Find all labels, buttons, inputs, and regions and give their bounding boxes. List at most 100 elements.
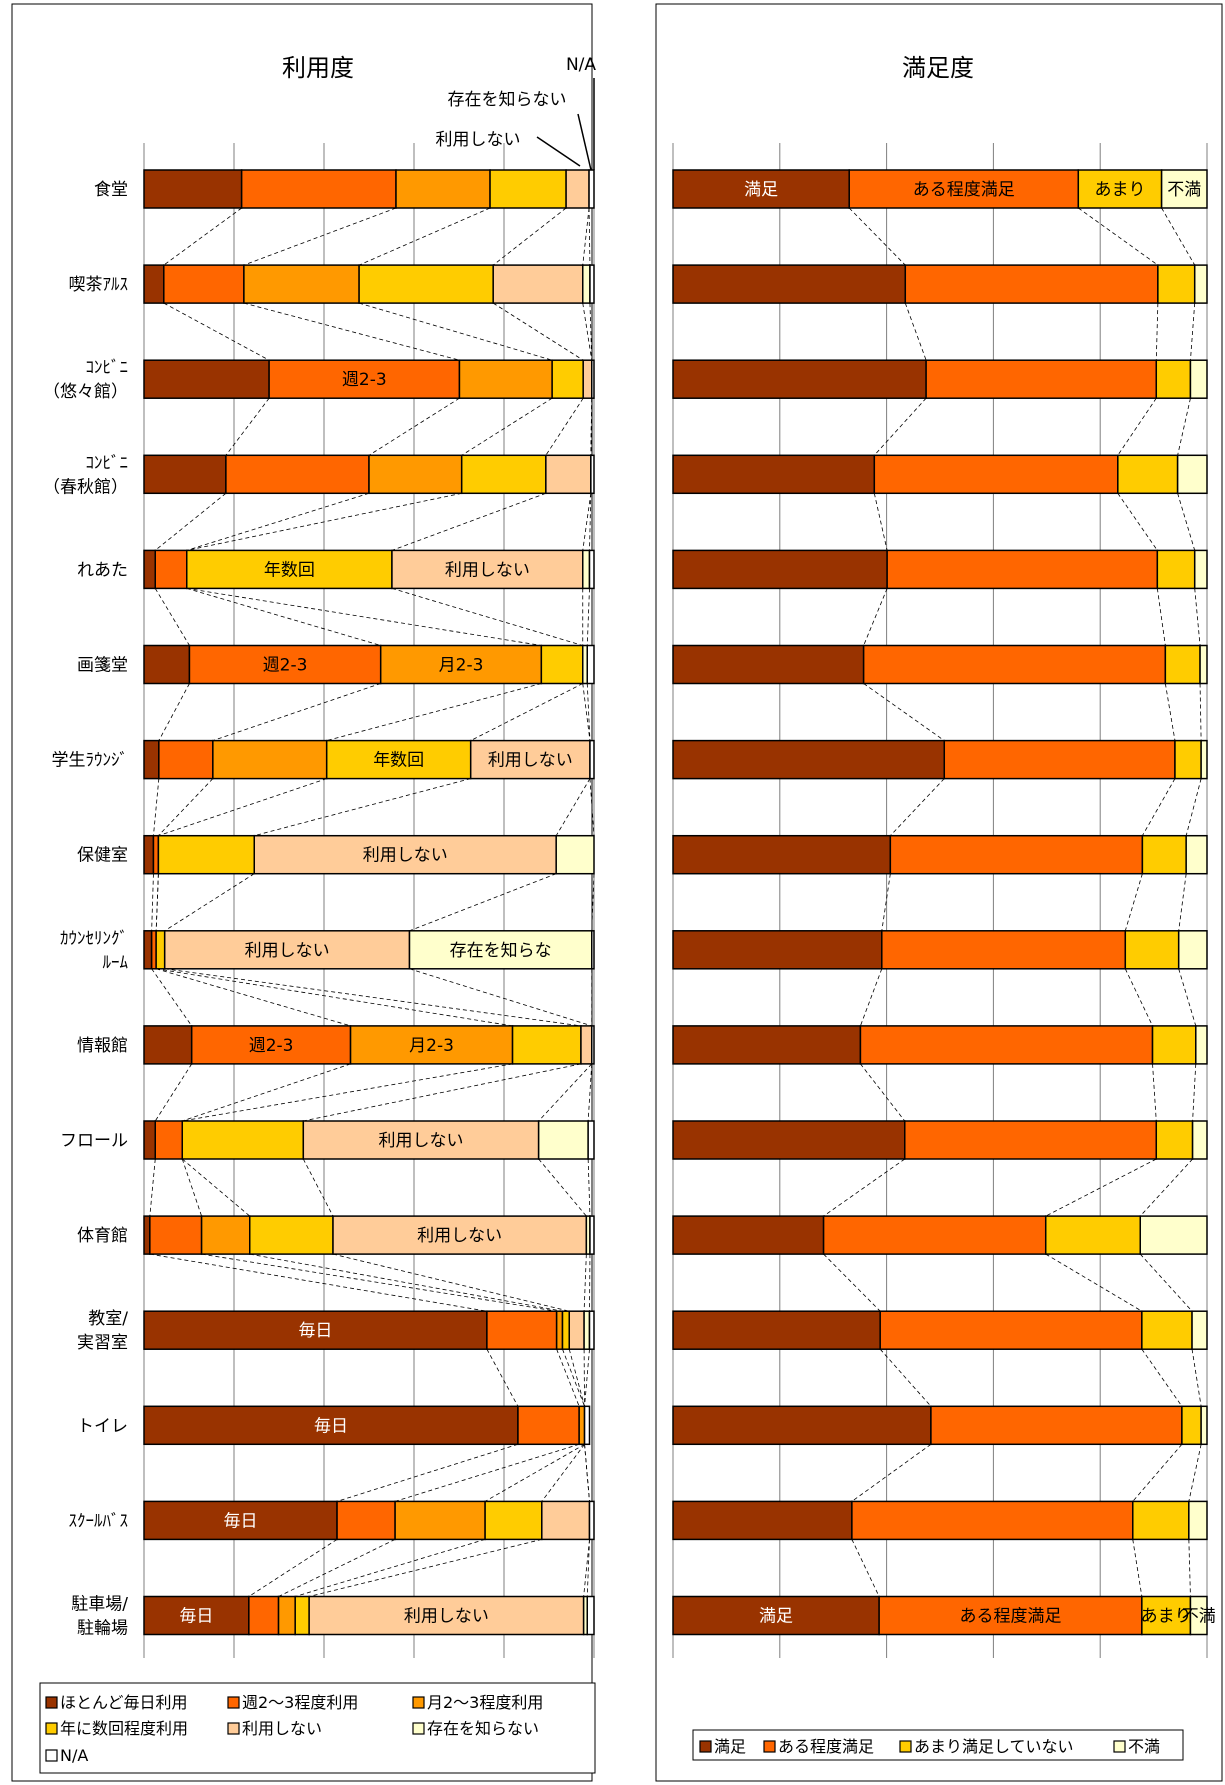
connector-line (890, 778, 945, 836)
bar-segment (587, 1120, 595, 1160)
connector-line (492, 207, 567, 266)
bar-segment (586, 644, 595, 685)
bar-segment (1155, 359, 1192, 399)
connector-line (153, 778, 160, 836)
connector-line (1117, 493, 1158, 551)
connector-line (149, 1158, 156, 1217)
connector-line (164, 968, 582, 1027)
bar-segment (1160, 169, 1208, 209)
bar-data-label: 不満 (1167, 180, 1201, 200)
bar-data-label: ある程度満足 (913, 180, 1015, 200)
legend-swatch (763, 1740, 776, 1753)
bar-segment (1185, 834, 1208, 875)
annotation-pointer (577, 113, 592, 171)
legend-label: ある程度満足 (778, 1737, 874, 1756)
bar-segment (484, 1500, 543, 1541)
connector-line (1177, 398, 1191, 456)
bar-segment (302, 1120, 540, 1160)
bar-segment (589, 1215, 595, 1255)
bar-segment (1191, 1120, 1208, 1160)
connector-line (492, 302, 584, 361)
bar-segment (1176, 454, 1208, 495)
legend-swatch (899, 1740, 912, 1753)
category-label: ｽｸｰﾙﾊﾞｽ (69, 1511, 129, 1531)
bar-segment (588, 1500, 595, 1541)
connector-line (243, 207, 397, 266)
connector-line (391, 588, 583, 646)
connector-line (586, 588, 590, 646)
legend-label: 満足 (714, 1737, 746, 1756)
connector-line (1194, 588, 1201, 646)
bar-segment (181, 1120, 305, 1160)
bar-segment (851, 1500, 1134, 1541)
bar-segment (458, 359, 553, 399)
bar-segment (212, 739, 328, 780)
bar-segment (1177, 930, 1208, 970)
bar-segment (200, 1215, 251, 1255)
bar-segment (859, 1025, 1154, 1065)
connector-line (1156, 588, 1166, 646)
legend-label: あまり満足していない (914, 1737, 1074, 1756)
bar-segment (580, 1025, 593, 1065)
category-label: ｺﾝﾋﾞﾆ（悠々館） (43, 358, 128, 402)
connector-line (225, 397, 270, 456)
connector-line (1045, 1253, 1143, 1312)
bar-segment (578, 1405, 586, 1446)
legend-label: 月2～3程度利用 (427, 1693, 543, 1712)
bar-segment (379, 644, 543, 685)
legend-label: ほとんど毎日利用 (60, 1693, 188, 1712)
bar-segment (1199, 644, 1208, 685)
bar-segment (1141, 834, 1187, 875)
connector-line (1124, 968, 1153, 1027)
connector-line (582, 493, 592, 551)
connector-line (461, 397, 553, 456)
bar-segment (1188, 1500, 1208, 1541)
connector-line (1188, 1539, 1191, 1597)
annotation-pointer (536, 136, 581, 167)
bar-segment (1174, 739, 1202, 780)
bar-segment (672, 169, 850, 209)
bar-segment (540, 644, 584, 685)
bar-segment (143, 169, 243, 209)
connector-line (212, 683, 381, 741)
bar-segment (672, 1310, 881, 1350)
bar-segment (460, 454, 547, 495)
connector-line (254, 778, 471, 837)
connector-line (881, 873, 891, 931)
bar-segment (878, 1595, 1143, 1636)
connector-line (302, 1158, 334, 1217)
connector-line (1185, 778, 1202, 836)
bar-segment (268, 359, 461, 399)
bar-segment (143, 930, 153, 970)
bar-segment (672, 834, 892, 875)
bar-segment (588, 549, 595, 590)
category-label: 情報館 (77, 1036, 128, 1056)
bar-data-label: ある程度満足 (959, 1607, 1061, 1627)
bar-segment (143, 1120, 156, 1160)
bar-data-label: 週2-3 (263, 656, 308, 676)
connector-line (586, 1539, 590, 1597)
legend-label: 利用しない (242, 1719, 322, 1738)
connector-line (538, 1063, 593, 1122)
bar-segment (1200, 1405, 1208, 1446)
bar-segment (1044, 1215, 1142, 1255)
connector-line (1191, 1349, 1202, 1407)
bar-segment (154, 549, 188, 590)
connector-line (303, 1063, 582, 1122)
connector-line (1199, 683, 1202, 741)
bar-data-label: 毎日 (179, 1607, 213, 1627)
bar-segment (1124, 930, 1180, 970)
legend-box-0 (39, 1682, 596, 1774)
connector-line (582, 207, 590, 266)
connector-line (186, 588, 542, 646)
bar-segment (408, 930, 593, 970)
bar-segment (1195, 1025, 1208, 1065)
bar-segment (590, 454, 595, 495)
bar-data-label: 利用しない (378, 1131, 463, 1151)
connector-line (538, 1158, 587, 1217)
bar-segment (155, 930, 166, 970)
connector-line (589, 303, 593, 361)
connector-line (588, 207, 591, 266)
bar-segment (143, 644, 191, 685)
